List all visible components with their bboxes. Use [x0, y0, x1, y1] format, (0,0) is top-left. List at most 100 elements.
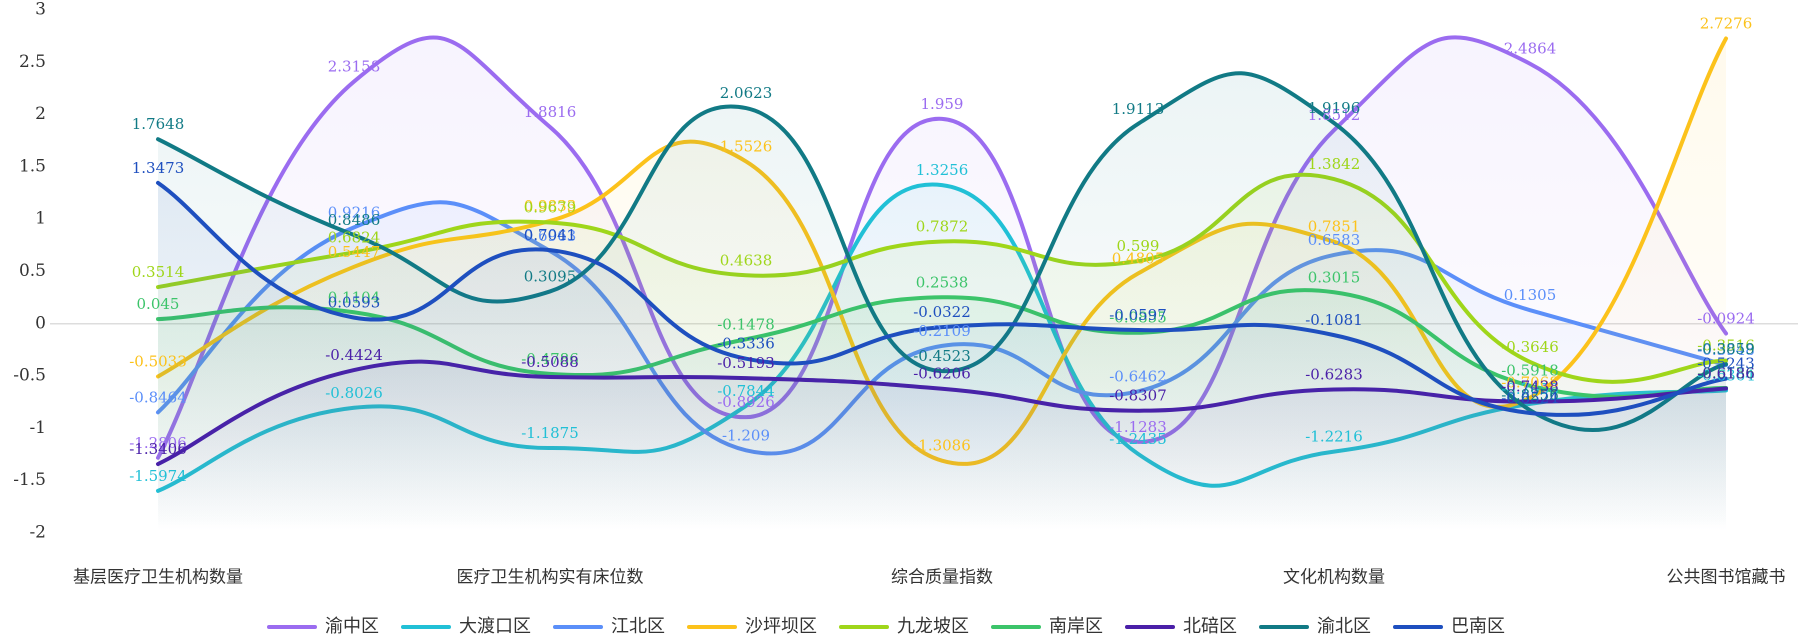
x-tick-label: 医疗卫生机构实有床位数	[457, 568, 644, 588]
data-label: 0.7851	[1308, 218, 1361, 236]
data-label: 0.599	[1117, 237, 1160, 255]
data-label: 0.6583	[1308, 231, 1361, 249]
data-label: -0.0855	[1109, 309, 1167, 327]
data-label: -1.3086	[913, 437, 971, 455]
y-tick-label: 1.5	[19, 156, 46, 176]
data-label: 0.3015	[1308, 268, 1361, 286]
data-label: 0.5447	[328, 243, 381, 261]
data-label: 0.9216	[328, 203, 381, 221]
y-tick-label: 1	[35, 209, 46, 229]
x-tick-label: 公共图书馆藏书	[1667, 568, 1786, 588]
y-tick-label: 2	[35, 104, 46, 124]
data-label: 1.7648	[132, 115, 185, 133]
data-label: 0.4805	[1112, 250, 1165, 268]
y-tick-label: -1	[29, 418, 46, 438]
data-label: 0.1104	[328, 288, 381, 306]
data-label: 0.7872	[916, 217, 969, 235]
legend-label: 渝北区	[1317, 616, 1371, 637]
series-line	[156, 180, 1728, 417]
y-tick-label: -2	[29, 523, 46, 543]
data-label: -0.4424	[325, 346, 383, 364]
data-label: -0.6283	[1305, 366, 1363, 384]
data-label: 0.6963	[524, 227, 577, 245]
data-label: -1.209	[722, 426, 770, 444]
data-label: 0.1305	[1504, 286, 1557, 304]
data-label: -0.8307	[1109, 387, 1167, 405]
legend-label: 巴南区	[1451, 616, 1505, 637]
data-label: -0.4523	[913, 347, 971, 365]
data-label: 0.9833	[524, 197, 577, 215]
data-label: -0.8926	[717, 393, 775, 411]
data-label: -0.3646	[1501, 338, 1559, 356]
data-label: 1.5526	[720, 137, 773, 155]
y-tick-label: 3	[35, 0, 46, 20]
data-label: 0.2538	[916, 273, 969, 291]
data-label: 0.3514	[132, 263, 185, 281]
data-label: -1.2216	[1305, 428, 1363, 446]
data-label: 1.3473	[132, 159, 185, 177]
legend-label: 沙坪坝区	[745, 616, 817, 637]
data-label: -0.1081	[1305, 311, 1363, 329]
data-label: 0.045	[137, 295, 180, 313]
data-label: -0.8026	[325, 384, 383, 402]
data-label: -0.7068	[1501, 374, 1559, 392]
data-label: 0.3095	[524, 267, 577, 285]
data-label: -0.5088	[521, 353, 579, 371]
legend-label: 大渡口区	[459, 616, 531, 637]
data-label: -0.6364	[1697, 366, 1755, 384]
data-label: -1.3406	[129, 440, 187, 458]
area	[158, 182, 1726, 533]
data-label: -0.0924	[1697, 309, 1755, 327]
legend-label: 九龙坡区	[897, 616, 969, 637]
data-label: -0.3948	[1697, 341, 1755, 359]
data-label: -0.2109	[913, 322, 971, 340]
data-label: 1.9196	[1308, 99, 1361, 117]
data-label: -0.7438	[1501, 378, 1559, 396]
data-label: 2.3158	[328, 58, 381, 76]
data-label: 0.4638	[720, 251, 773, 269]
data-label: 1.8816	[524, 103, 577, 121]
data-label: 1.9113	[1112, 100, 1165, 118]
data-label: 1.3256	[916, 161, 969, 179]
data-label: -0.0597	[1109, 306, 1167, 324]
data-label: -0.1478	[717, 315, 775, 333]
data-label: -1.2806	[129, 434, 187, 452]
data-label: -0.7844	[717, 382, 775, 400]
data-label: -0.5193	[717, 354, 775, 372]
data-label: 0.6824	[328, 228, 381, 246]
data-label: -0.6186	[1697, 365, 1755, 383]
data-label: -0.3516	[1697, 337, 1755, 355]
data-label: -0.0322	[913, 303, 971, 321]
data-label: -1.1283	[1109, 418, 1167, 436]
data-label: -0.5033	[129, 352, 187, 370]
legend-label: 江北区	[611, 616, 665, 637]
data-label: -0.6206	[913, 365, 971, 383]
data-label: -0.3336	[717, 335, 775, 353]
data-label: 1.8512	[1308, 106, 1361, 124]
y-tick-label: -1.5	[13, 470, 46, 490]
y-tick-label: -0.5	[13, 366, 46, 386]
x-tick-label: 基层医疗卫生机构数量	[73, 568, 243, 588]
data-label: -1.2435	[1109, 430, 1167, 448]
data-label: 0.7041	[524, 226, 577, 244]
data-label: -1.5974	[129, 467, 187, 485]
data-label: -1.1875	[521, 424, 579, 442]
data-label: -0.7658	[1501, 380, 1559, 398]
data-label: -0.5243	[1697, 355, 1755, 373]
data-label: -0.4786	[521, 350, 579, 368]
y-tick-label: 2.5	[19, 52, 46, 72]
data-label: -0.5918	[1501, 362, 1559, 380]
legend-label: 渝中区	[325, 616, 379, 637]
data-label: -0.8524	[1501, 389, 1559, 407]
data-label: -0.6462	[1109, 367, 1167, 385]
data-label: 0.0593	[328, 294, 381, 312]
data-label: -0.6136	[1697, 364, 1755, 382]
data-label: -0.3859	[1697, 340, 1755, 358]
data-label: -0.8464	[129, 388, 187, 406]
data-label: 0.8486	[328, 211, 381, 229]
legend-label: 北碚区	[1183, 616, 1237, 637]
y-tick-label: 0.5	[19, 261, 46, 281]
data-label: 2.7276	[1700, 14, 1753, 32]
data-label: 0.9679	[524, 199, 577, 217]
